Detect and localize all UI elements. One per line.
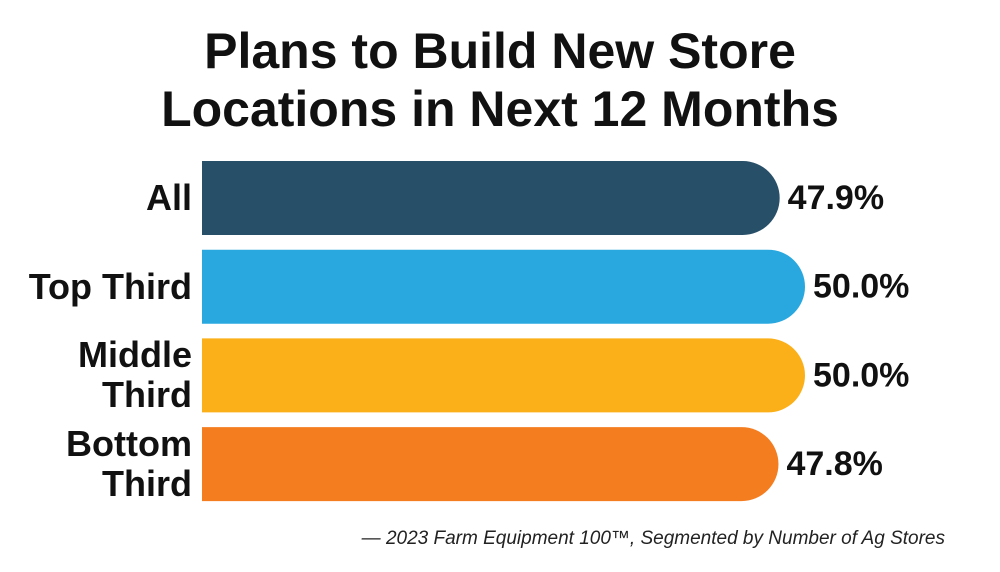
category-label: Top Third [28,265,192,307]
category-label: Bottom Third [66,423,192,505]
bar [202,249,805,324]
value-label: 47.9% [788,179,884,217]
value-label: 50.0% [813,268,909,306]
value-label: 50.0% [813,356,909,394]
bar [202,427,779,502]
value-label: 47.8% [786,445,882,483]
category-label: Middle Third [78,334,192,416]
category-label: All [145,177,192,218]
source-note: — 2023 Farm Equipment 100™, Segmented by… [361,528,945,549]
bar [202,338,806,413]
chart-title: Plans to Build New Store Locations in Ne… [161,23,839,137]
bar [202,161,780,235]
